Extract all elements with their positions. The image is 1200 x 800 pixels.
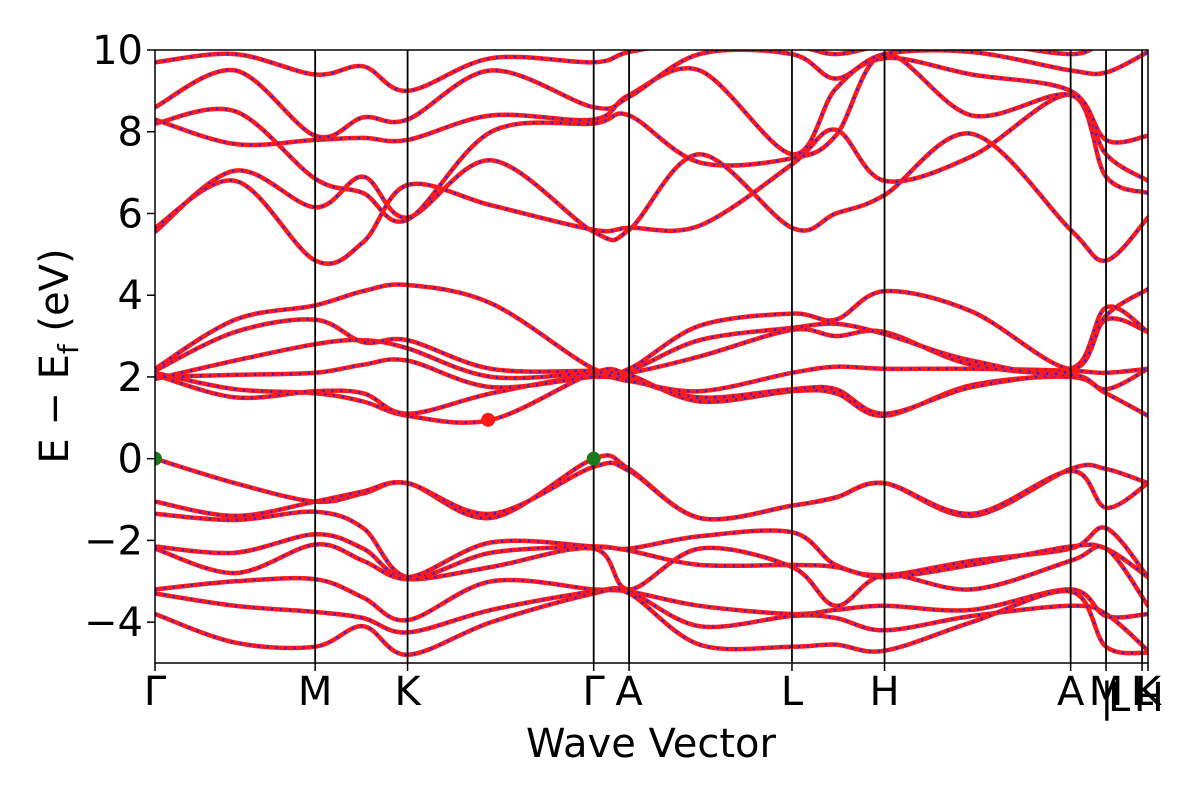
high-symmetry-lines <box>314 50 1143 663</box>
band-lines <box>155 50 1148 658</box>
x-tick-label: M <box>1089 669 1124 715</box>
marker-vbm-2 <box>586 451 601 466</box>
x-tick-label-overlap: | <box>1100 675 1113 721</box>
marker-vbm-1 <box>155 451 162 466</box>
y-axis-label-subscript: f <box>52 343 85 354</box>
y-tick-label: 0 <box>118 437 143 483</box>
x-tick-label: H <box>869 669 899 715</box>
band-16-line <box>155 92 1148 266</box>
x-tick-label: L <box>1131 669 1154 715</box>
x-axis-ticks: Γ M K Γ A L H A M LK|L H <box>144 663 1164 721</box>
band-6-line <box>155 575 1148 623</box>
band-14-overlay <box>155 283 1148 377</box>
y-tick-label: −4 <box>84 600 143 646</box>
y-tick-label: −2 <box>84 518 143 564</box>
band-7-overlay <box>155 586 1148 652</box>
y-tick-label: 4 <box>118 273 143 319</box>
band-9-line <box>155 366 1148 425</box>
band-13-line <box>155 304 1148 377</box>
y-axis-label-main: E − E <box>32 354 78 464</box>
plot-frame <box>154 49 1149 664</box>
x-tick-label: Γ <box>144 669 167 715</box>
x-axis-label: Wave Vector <box>526 721 777 767</box>
x-tick-label: K <box>1135 669 1163 715</box>
marker-cbm-3 <box>481 412 496 427</box>
band-19-line <box>155 50 1148 140</box>
x-tick-label-overlap: H <box>1134 675 1164 721</box>
y-axis-label-unit: (eV) <box>32 248 78 344</box>
x-tick-label: A <box>1057 669 1085 715</box>
band-19-overlay <box>155 50 1148 139</box>
band-13-overlay <box>155 305 1148 376</box>
x-tick-label: L <box>781 669 804 715</box>
y-tick-label: 10 <box>92 28 143 74</box>
x-tick-label: A <box>615 669 643 715</box>
band-4-line <box>155 532 1148 580</box>
y-tick-label: 2 <box>118 355 143 401</box>
y-tick-label: 8 <box>118 110 143 156</box>
y-axis-label: E − Ef (eV) <box>32 248 85 463</box>
band-16-overlay <box>155 93 1148 265</box>
band-8-line <box>155 586 1148 658</box>
band-15-line <box>155 131 1148 263</box>
band-15-overlay <box>155 132 1148 262</box>
y-axis-ticks: 10 8 6 4 2 0 −2 −4 <box>84 28 155 646</box>
x-tick-label: M <box>298 669 333 715</box>
band-3-line <box>155 509 1148 580</box>
band-2-line <box>155 460 1148 522</box>
band-5-line <box>155 542 1148 609</box>
band-edge-markers <box>155 412 601 466</box>
x-tick-label: K <box>394 669 422 715</box>
x-tick-label: Γ <box>583 669 606 715</box>
band-17-line <box>155 51 1148 224</box>
x-tick-label-overlap: L <box>1108 675 1131 721</box>
y-tick-label: 6 <box>118 191 143 237</box>
band-9-overlay <box>155 367 1148 424</box>
band-18-line <box>155 55 1148 157</box>
band-20-line <box>155 50 1095 94</box>
